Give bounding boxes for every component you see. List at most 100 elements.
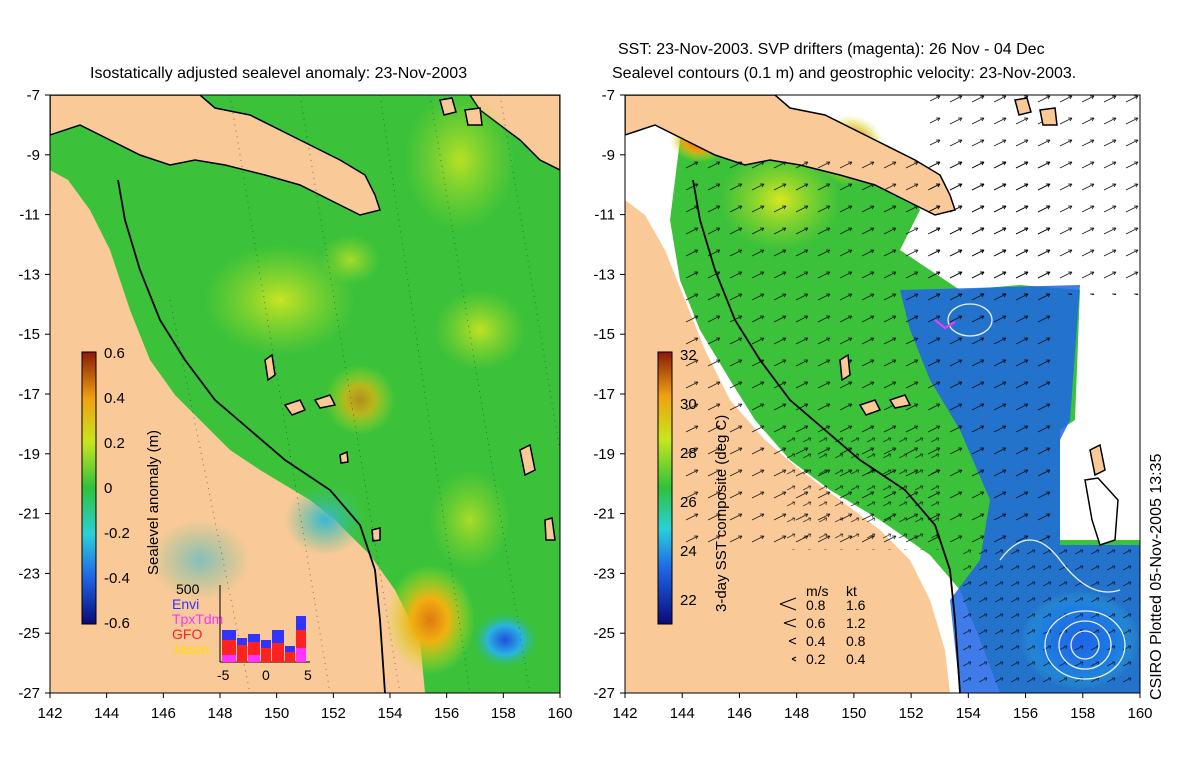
left-cb-tick: 0.2 (104, 435, 125, 452)
x-tick-label: 142 (612, 705, 637, 722)
left-satellite-tracks (169, 95, 560, 693)
y-tick-label: -13 (593, 266, 615, 283)
left-shelf-contour (117, 179, 386, 693)
x-tick-label: 144 (670, 705, 695, 722)
right-panel-title-line2: Sealevel contours (0.1 m) and geostrophi… (612, 65, 1077, 82)
left-ocean-area (50, 95, 560, 693)
left-colorbar-label: Sealevel anomaly (m) (145, 430, 162, 575)
x-tick-label: 156 (1013, 705, 1038, 722)
x-tick-label: 148 (784, 705, 809, 722)
left-map (50, 95, 560, 693)
velocity-legend-ms: 0.4 (806, 633, 826, 649)
y-tick-label: -13 (18, 266, 40, 283)
left-cb-tick: 0 (104, 480, 112, 497)
y-tick-label: -11 (19, 207, 40, 224)
velocity-legend-kt-header: kt (846, 583, 857, 599)
velocity-legend-kt: 1.6 (846, 597, 866, 613)
velocity-legend-kt: 0.8 (846, 633, 866, 649)
x-tick-label: 146 (727, 705, 752, 722)
x-tick-label: 148 (207, 705, 232, 722)
y-tick-label: -7 (602, 87, 615, 104)
x-tick-label: 158 (1070, 705, 1095, 722)
right-shelf-contour (692, 179, 961, 693)
x-tick-label: 156 (434, 705, 459, 722)
left-colorbar (81, 351, 97, 625)
x-tick-label: 160 (1127, 705, 1152, 722)
velocity-legend: m/s kt 0.8 1.6 0.6 1.2 0.4 0.8 0.2 0.4 (779, 583, 866, 667)
right-islands (839, 97, 1119, 546)
y-tick-label: -25 (18, 625, 40, 642)
x-tick-label: 150 (264, 705, 289, 722)
left-cb-tick: 0.6 (104, 345, 125, 362)
right-panel-title-line1: SST: 23-Nov-2003. SVP drifters (magenta)… (618, 41, 1045, 58)
x-tick-label: 152 (321, 705, 346, 722)
sealevel-contours (947, 303, 1126, 680)
right-cb-tick: 30 (680, 396, 697, 413)
inset-legend-gfo: GFO (172, 626, 202, 642)
y-tick-label: -27 (18, 685, 40, 702)
right-cb-tick: 26 (680, 494, 697, 511)
left-cb-tick: -0.2 (104, 525, 130, 542)
velocity-legend-ms: 0.8 (806, 597, 826, 613)
plotted-note: CSIRO Plotted 05-Nov-2005 13:35 (1148, 453, 1165, 700)
inset-xtick: -5 (217, 667, 230, 683)
y-tick-label: -15 (593, 326, 615, 343)
y-tick-label: -15 (18, 326, 40, 343)
velocity-legend-ms: 0.2 (806, 651, 826, 667)
inset-legend-envi: Envi (172, 596, 199, 612)
y-tick-label: -27 (593, 685, 615, 702)
left-cb-tick: -0.6 (104, 615, 130, 632)
y-tick-label: -23 (593, 565, 615, 582)
y-tick-label: -19 (593, 446, 615, 463)
right-axes: 142 144 146 148 150 152 154 156 158 160 -7 -9 -11 -13… (593, 87, 1152, 722)
velocity-arrow-icon (791, 656, 797, 662)
x-tick-label: 146 (151, 705, 176, 722)
inset-max-label: 500 (176, 581, 200, 597)
right-australia-land (625, 200, 950, 693)
right-cb-tick: 32 (680, 347, 697, 364)
altimeter-inset: 500 Envi TpxTdm GFO Jason -5 0 5 (172, 581, 312, 683)
y-tick-label: -25 (593, 625, 615, 642)
x-tick-label: 152 (899, 705, 924, 722)
right-map (625, 95, 1140, 693)
inset-xtick: 0 (262, 667, 270, 683)
y-tick-label: -9 (27, 147, 40, 164)
y-tick-label: -17 (593, 386, 615, 403)
x-tick-label: 144 (94, 705, 119, 722)
y-tick-label: -17 (18, 386, 40, 403)
left-cb-tick: -0.4 (104, 570, 130, 587)
velocity-legend-ms-header: m/s (806, 583, 829, 599)
y-tick-label: -7 (27, 87, 40, 104)
right-colorbar-label: 3-day SST composite (deg C) (713, 415, 730, 612)
right-cb-tick: 28 (680, 445, 697, 462)
x-tick-label: 160 (547, 705, 572, 722)
left-colorbar-ticks: 0.6 0.4 0.2 0 -0.2 -0.4 -0.6 (104, 345, 130, 632)
x-tick-label: 154 (377, 705, 402, 722)
velocity-legend-kt: 1.2 (846, 615, 866, 631)
right-colorbar-ticks: 32 30 28 26 24 22 (680, 347, 697, 609)
velocity-legend-ms: 0.6 (806, 615, 826, 631)
left-cb-tick: 0.4 (104, 390, 125, 407)
velocity-legend-kt: 0.4 (846, 651, 866, 667)
left-png-land (50, 95, 381, 216)
y-tick-label: -21 (18, 506, 40, 523)
y-tick-label: -21 (593, 506, 615, 523)
inset-legend-tpxtdm: TpxTdm (172, 611, 223, 627)
x-tick-label: 158 (491, 705, 516, 722)
svp-drifter-track (934, 319, 956, 330)
y-tick-label: -9 (602, 147, 615, 164)
velocity-arrow-icon (779, 597, 797, 611)
left-islands (264, 97, 556, 542)
left-axes: 142 144 146 148 150 152 154 156 158 160 -7 -9 -11 -13… (18, 87, 572, 722)
y-tick-label: -23 (18, 565, 40, 582)
right-colorbar (657, 351, 673, 625)
right-cb-tick: 22 (680, 592, 697, 609)
left-panel-title: Isostatically adjusted sealevel anomaly:… (90, 65, 468, 82)
velocity-arrow-icon (788, 637, 797, 645)
right-cb-tick: 24 (680, 543, 697, 560)
y-tick-label: -11 (594, 207, 615, 224)
x-tick-label: 150 (841, 705, 866, 722)
y-tick-label: -19 (18, 446, 40, 463)
inset-bars (222, 616, 306, 662)
